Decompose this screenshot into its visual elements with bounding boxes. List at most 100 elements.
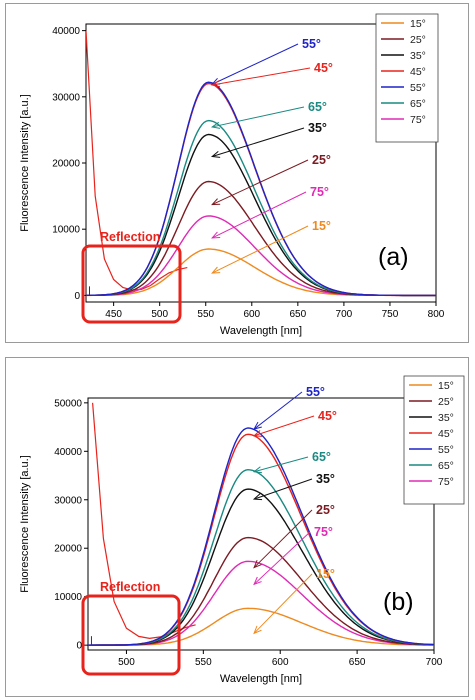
annotation-arrow-head	[253, 559, 262, 569]
annotation-label: 65°	[312, 450, 331, 464]
annotation-arrow-head	[211, 198, 221, 206]
y-tick-label: 30000	[52, 92, 80, 103]
annotation-arrow-head	[211, 266, 221, 274]
chart-panel-b: 500 550 600 650 700 0 10000 20000 30000 40000 5000…	[5, 357, 469, 697]
plot-area	[86, 30, 436, 297]
y-tick-label: 0	[74, 291, 80, 302]
annotation-arrow-line	[212, 106, 305, 128]
reflection-curve	[86, 30, 188, 291]
legend-label: 55°	[438, 444, 454, 456]
reflection-box	[81, 594, 181, 676]
annotation-arrow-head	[253, 625, 262, 635]
annotation-arrow-head	[210, 80, 221, 88]
annotation-arrow-line	[211, 225, 309, 274]
y-tick-label: 20000	[54, 544, 82, 555]
annotation-arrow-line	[253, 573, 313, 634]
legend-label: 75°	[410, 114, 426, 126]
legend-label: 45°	[438, 428, 454, 440]
series-line-55deg	[86, 81, 436, 297]
legend-box	[375, 13, 439, 143]
annotation-arrow-line	[253, 531, 311, 585]
y-tick-label: 10000	[52, 225, 80, 236]
x-tick-label: 600	[272, 657, 289, 668]
annotation-arrow-line	[253, 391, 303, 430]
y-tick-label: 50000	[54, 398, 82, 409]
annotation-label: 55°	[302, 37, 321, 51]
annotation-label: 75°	[314, 525, 333, 539]
annotation-arrow-head	[253, 576, 262, 586]
annotation-label: 35°	[308, 121, 327, 135]
annotation-arrow-line	[253, 509, 313, 568]
chart-panel-a: 450 500 550 600 650 700 750 800 0 10000 20000 30000…	[5, 3, 469, 343]
legend-label: 15°	[438, 380, 454, 392]
x-tick-label: 800	[428, 309, 445, 320]
annotation-arrow-line	[253, 415, 315, 437]
series-line-65deg	[88, 468, 434, 646]
y-tick-label: 20000	[52, 159, 80, 170]
annotation-arrow-head	[210, 121, 221, 129]
reflection-label: Reflection	[100, 580, 160, 594]
reflection-label: Reflection	[100, 230, 160, 244]
x-tick-label: 650	[349, 657, 366, 668]
legend-label: 65°	[438, 460, 454, 472]
legend-label: 25°	[410, 34, 426, 46]
series-line-35deg	[88, 488, 434, 646]
y-tick-label: 40000	[54, 447, 82, 458]
legend-label: 35°	[410, 50, 426, 62]
y-axis-title: Fluorescence Intensity [a.u.]	[19, 94, 31, 232]
x-tick-label: 450	[105, 309, 122, 320]
annotation-arrow-line	[253, 478, 313, 500]
x-tick-label: 750	[382, 309, 399, 320]
annotation-label: 25°	[316, 503, 335, 517]
annotation-label: 45°	[314, 61, 333, 75]
x-tick-label: 500	[151, 309, 168, 320]
panel-letter: (a)	[378, 243, 409, 271]
annotation-arrow-line	[212, 127, 305, 158]
annotation-arrow-head	[252, 430, 263, 437]
y-tick-label: 40000	[52, 26, 80, 37]
annotation-label: 15°	[316, 567, 335, 581]
annotation-arrow-head	[253, 421, 262, 430]
chart-a-svg: 450 500 550 600 650 700 750 800 0 10000 20000 30000…	[19, 13, 445, 337]
chart-b-svg: 500 550 600 650 700 0 10000 20000 30000 40000 5000…	[19, 375, 465, 685]
plot-area	[88, 402, 434, 646]
legend-label: 75°	[438, 476, 454, 488]
y-axis-title: Fluorescence Intensity [a.u.]	[19, 455, 31, 593]
annotation-arrow-head	[252, 466, 263, 474]
x-tick-label: 700	[426, 657, 443, 668]
legend-label: 15°	[410, 18, 426, 30]
y-tick-label: 10000	[54, 592, 82, 603]
legend-label: 55°	[410, 82, 426, 94]
annotation-arrow-line	[211, 43, 299, 85]
legend-label: 25°	[438, 396, 454, 408]
annotation-label: 35°	[316, 472, 335, 486]
x-tick-label: 600	[243, 309, 260, 320]
x-axis-title: Wavelength [nm]	[220, 325, 302, 337]
annotation-arrow-line	[211, 191, 307, 239]
reflection-box	[81, 244, 182, 324]
annotation-label: 45°	[318, 409, 337, 423]
annotation-arrow-line	[211, 159, 309, 205]
annotation-arrow-head	[210, 150, 221, 158]
legend-label: 35°	[438, 412, 454, 424]
x-tick-label: 550	[195, 657, 212, 668]
y-tick-label: 30000	[54, 495, 82, 506]
annotation-label: 25°	[312, 153, 331, 167]
x-tick-label: 700	[336, 309, 353, 320]
annotation-arrow-head	[211, 231, 221, 239]
x-tick-label: 550	[197, 309, 214, 320]
legend-label: 45°	[410, 66, 426, 78]
annotation-arrow-line	[212, 67, 311, 86]
series-line-55deg	[88, 427, 434, 646]
annotation-arrow-head	[252, 493, 263, 501]
legend-box	[403, 375, 465, 505]
panel-letter: (b)	[383, 588, 414, 616]
y-tick-label: 0	[76, 641, 82, 652]
annotation-label: 55°	[306, 385, 325, 399]
x-axis-title: Wavelength [nm]	[220, 673, 302, 685]
annotation-label: 75°	[310, 185, 329, 199]
x-tick-label: 500	[118, 657, 135, 668]
plot-frame	[87, 397, 435, 651]
annotation-label: 65°	[308, 100, 327, 114]
annotation-arrow-line	[253, 456, 309, 473]
